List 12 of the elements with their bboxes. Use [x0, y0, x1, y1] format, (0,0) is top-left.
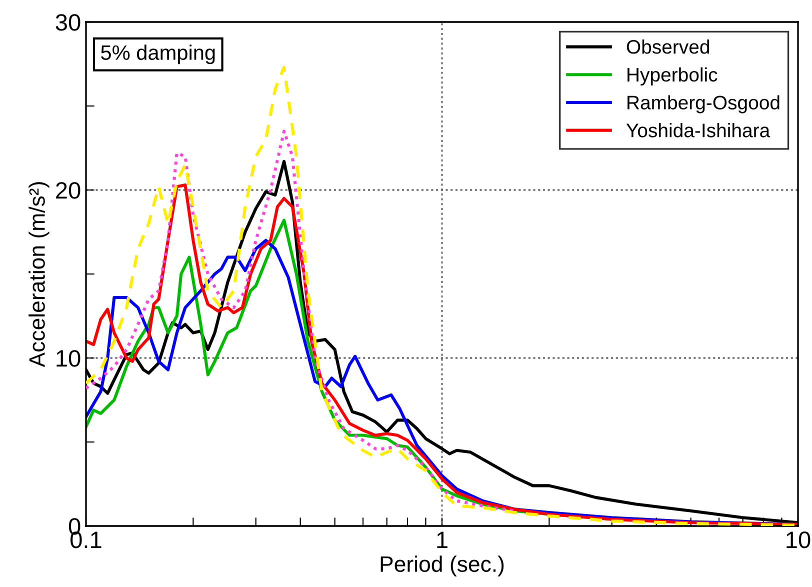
legend-label: Hyperbolic — [628, 67, 718, 86]
y-tick-label: 20 — [56, 182, 80, 199]
y-axis-title: Acceleration (m/s²) — [28, 182, 50, 368]
legend-label: Ramberg-Osgood — [628, 95, 780, 114]
legend-label: Yoshida-Ishihara — [626, 123, 770, 138]
legend-label: Observed — [626, 40, 710, 54]
y-tick-label: 10 — [56, 350, 80, 367]
y-tick-label: 30 — [56, 14, 80, 31]
x-axis-title: Period (sec.) — [380, 556, 504, 576]
x-tick-label: 10 — [786, 531, 810, 548]
x-tick-label: 1 — [437, 532, 448, 548]
annotation: 5% damping — [101, 44, 215, 64]
